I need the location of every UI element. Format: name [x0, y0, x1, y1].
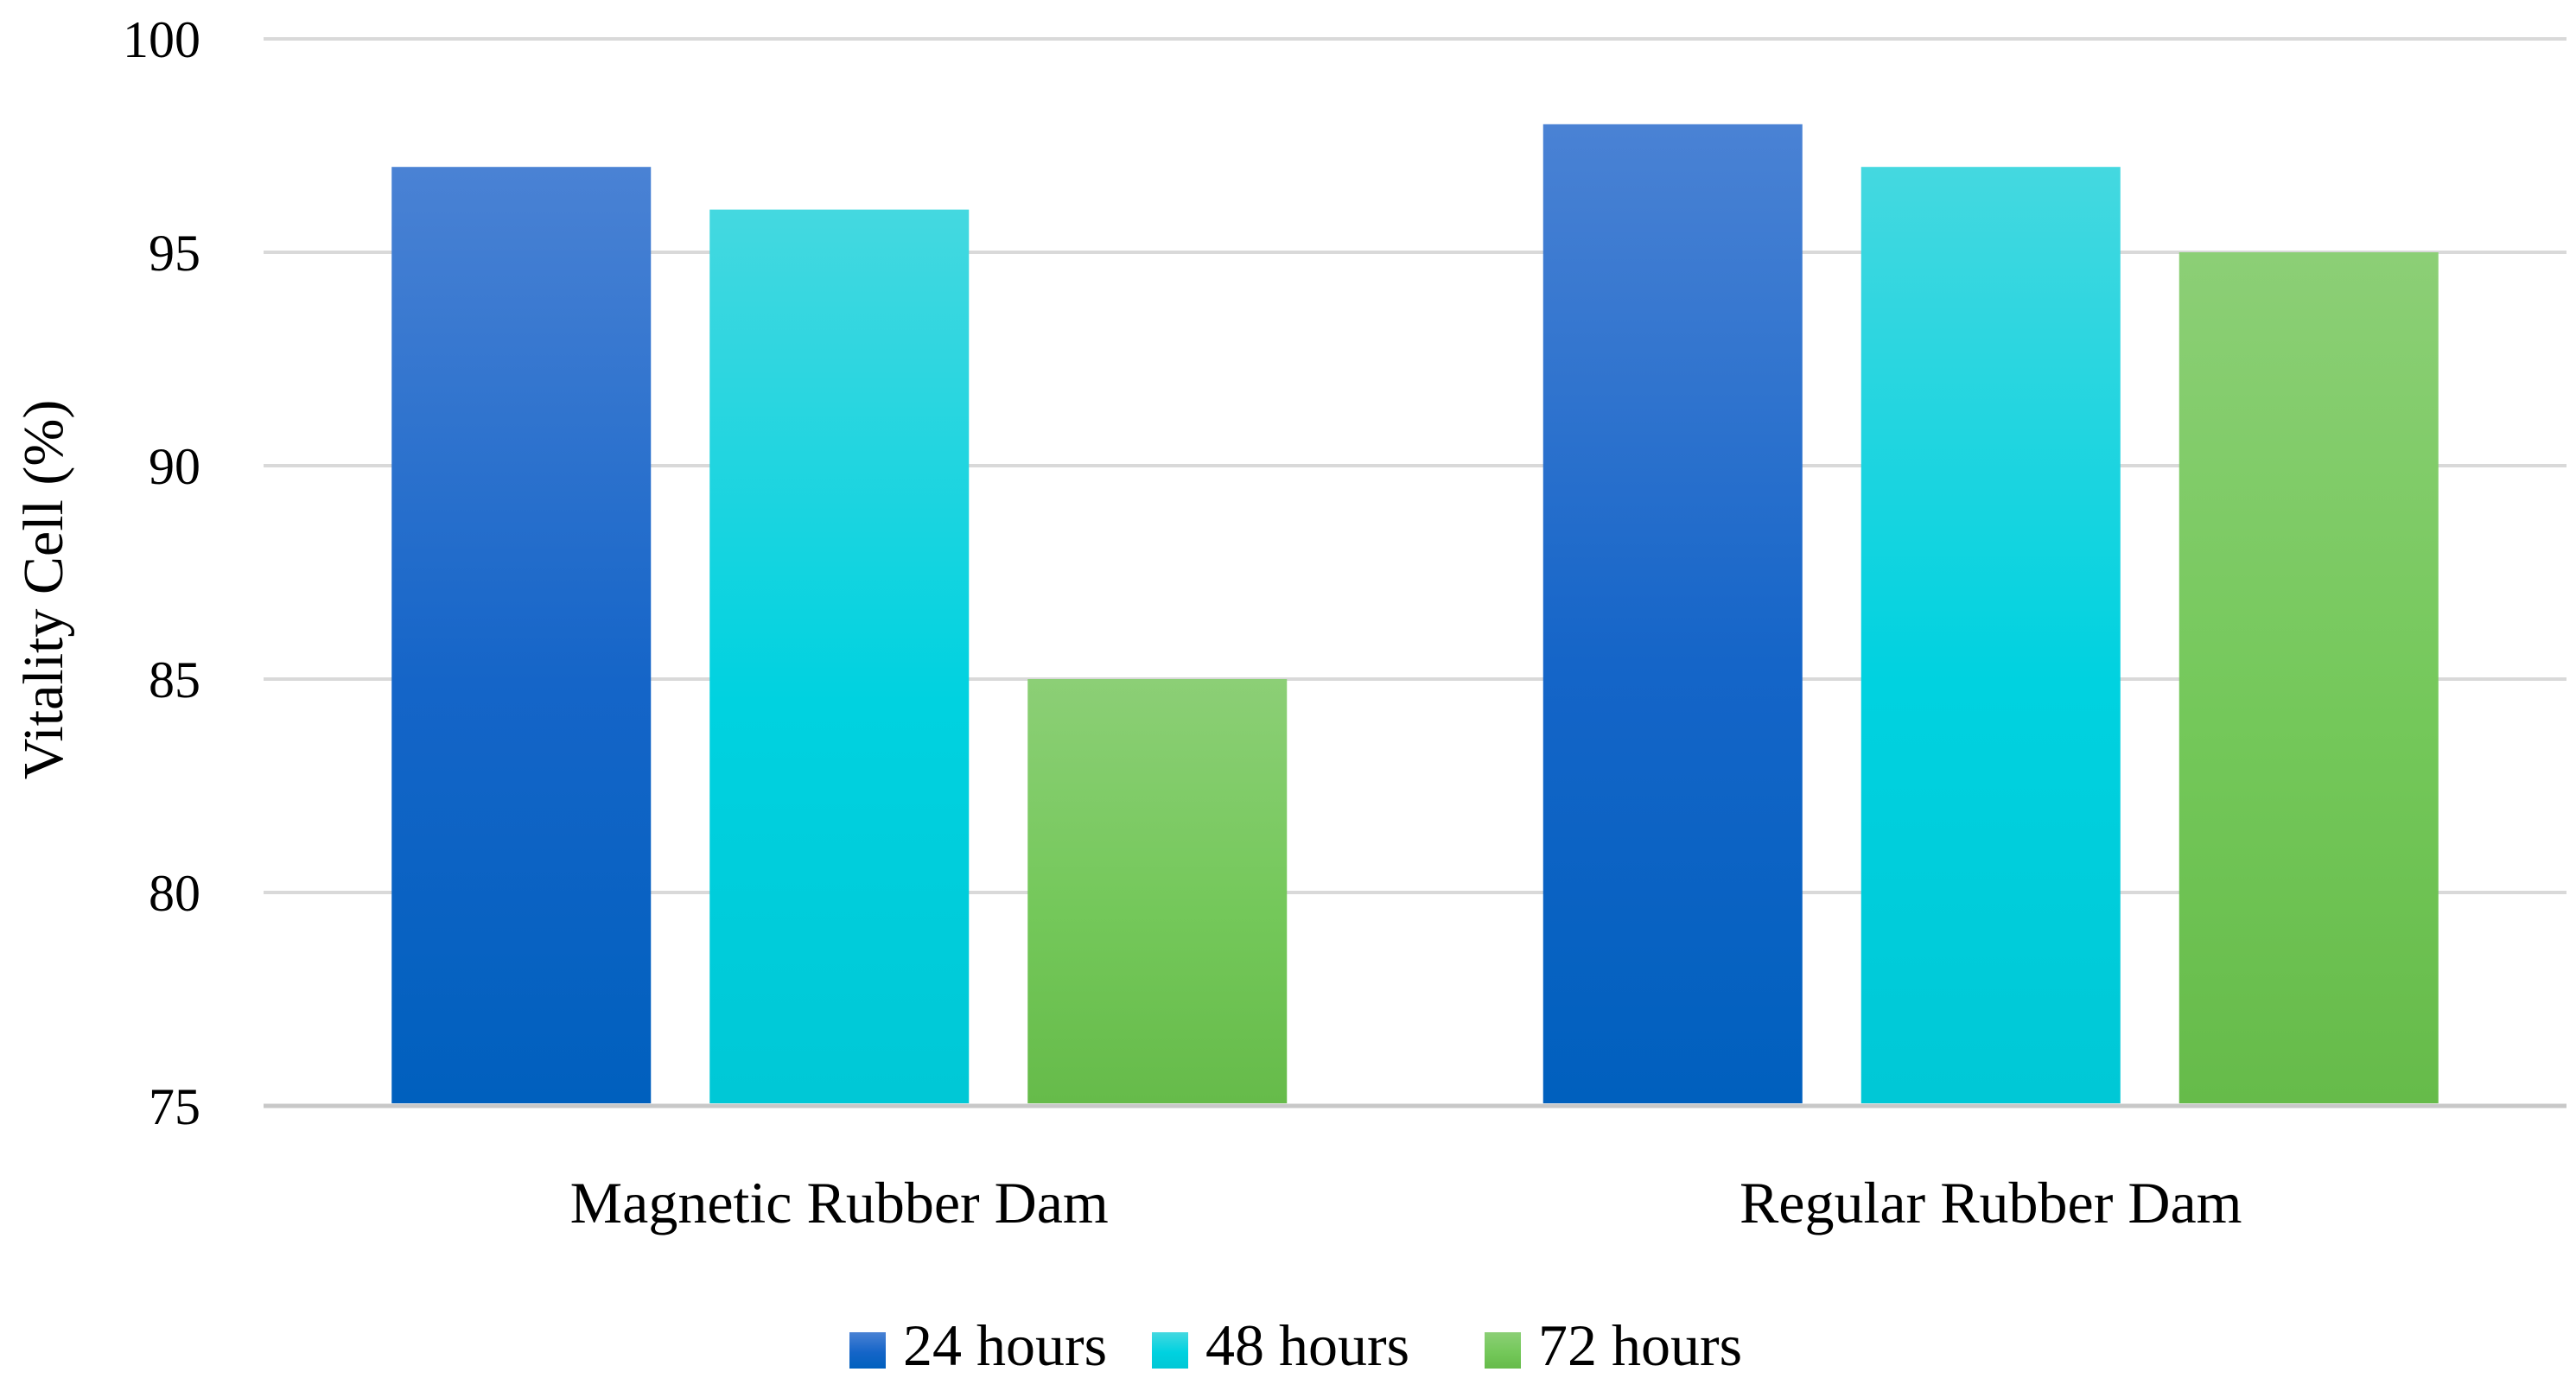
legend-swatch [849, 1332, 886, 1369]
bar-24-hours-1 [1542, 124, 1803, 1103]
bar-72-hours-0 [1027, 679, 1288, 1103]
bars [391, 124, 2439, 1104]
y-tick-label: 100 [123, 11, 200, 68]
bar-48-hours-1 [1860, 167, 2121, 1104]
x-category-label: Magnetic Rubber Dam [570, 1170, 1109, 1235]
y-tick-label: 75 [149, 1078, 200, 1135]
y-axis-title: Vitality Cell (%) [12, 400, 75, 780]
y-tick-label: 80 [149, 865, 200, 922]
bar-24-hours-0 [391, 167, 652, 1104]
x-category-label: Regular Rubber Dam [1740, 1170, 2242, 1235]
legend-label: 24 hours [903, 1312, 1107, 1378]
bar-48-hours-0 [709, 209, 970, 1104]
y-tick-label: 95 [149, 225, 200, 282]
legend-swatch [1485, 1332, 1521, 1369]
axes: 75 80 85 90 95 100 Vitality Cell (%) Magnetic R… [12, 11, 2242, 1235]
legend-label: 72 hours [1538, 1312, 1742, 1378]
legend-swatch [1152, 1332, 1188, 1369]
y-tick-label: 85 [149, 651, 200, 708]
y-tick-label: 90 [149, 438, 200, 495]
bar-72-hours-1 [2178, 252, 2439, 1103]
legend: 24 hours 48 hours 72 hours [849, 1312, 1742, 1378]
legend-label: 48 hours [1205, 1312, 1409, 1378]
